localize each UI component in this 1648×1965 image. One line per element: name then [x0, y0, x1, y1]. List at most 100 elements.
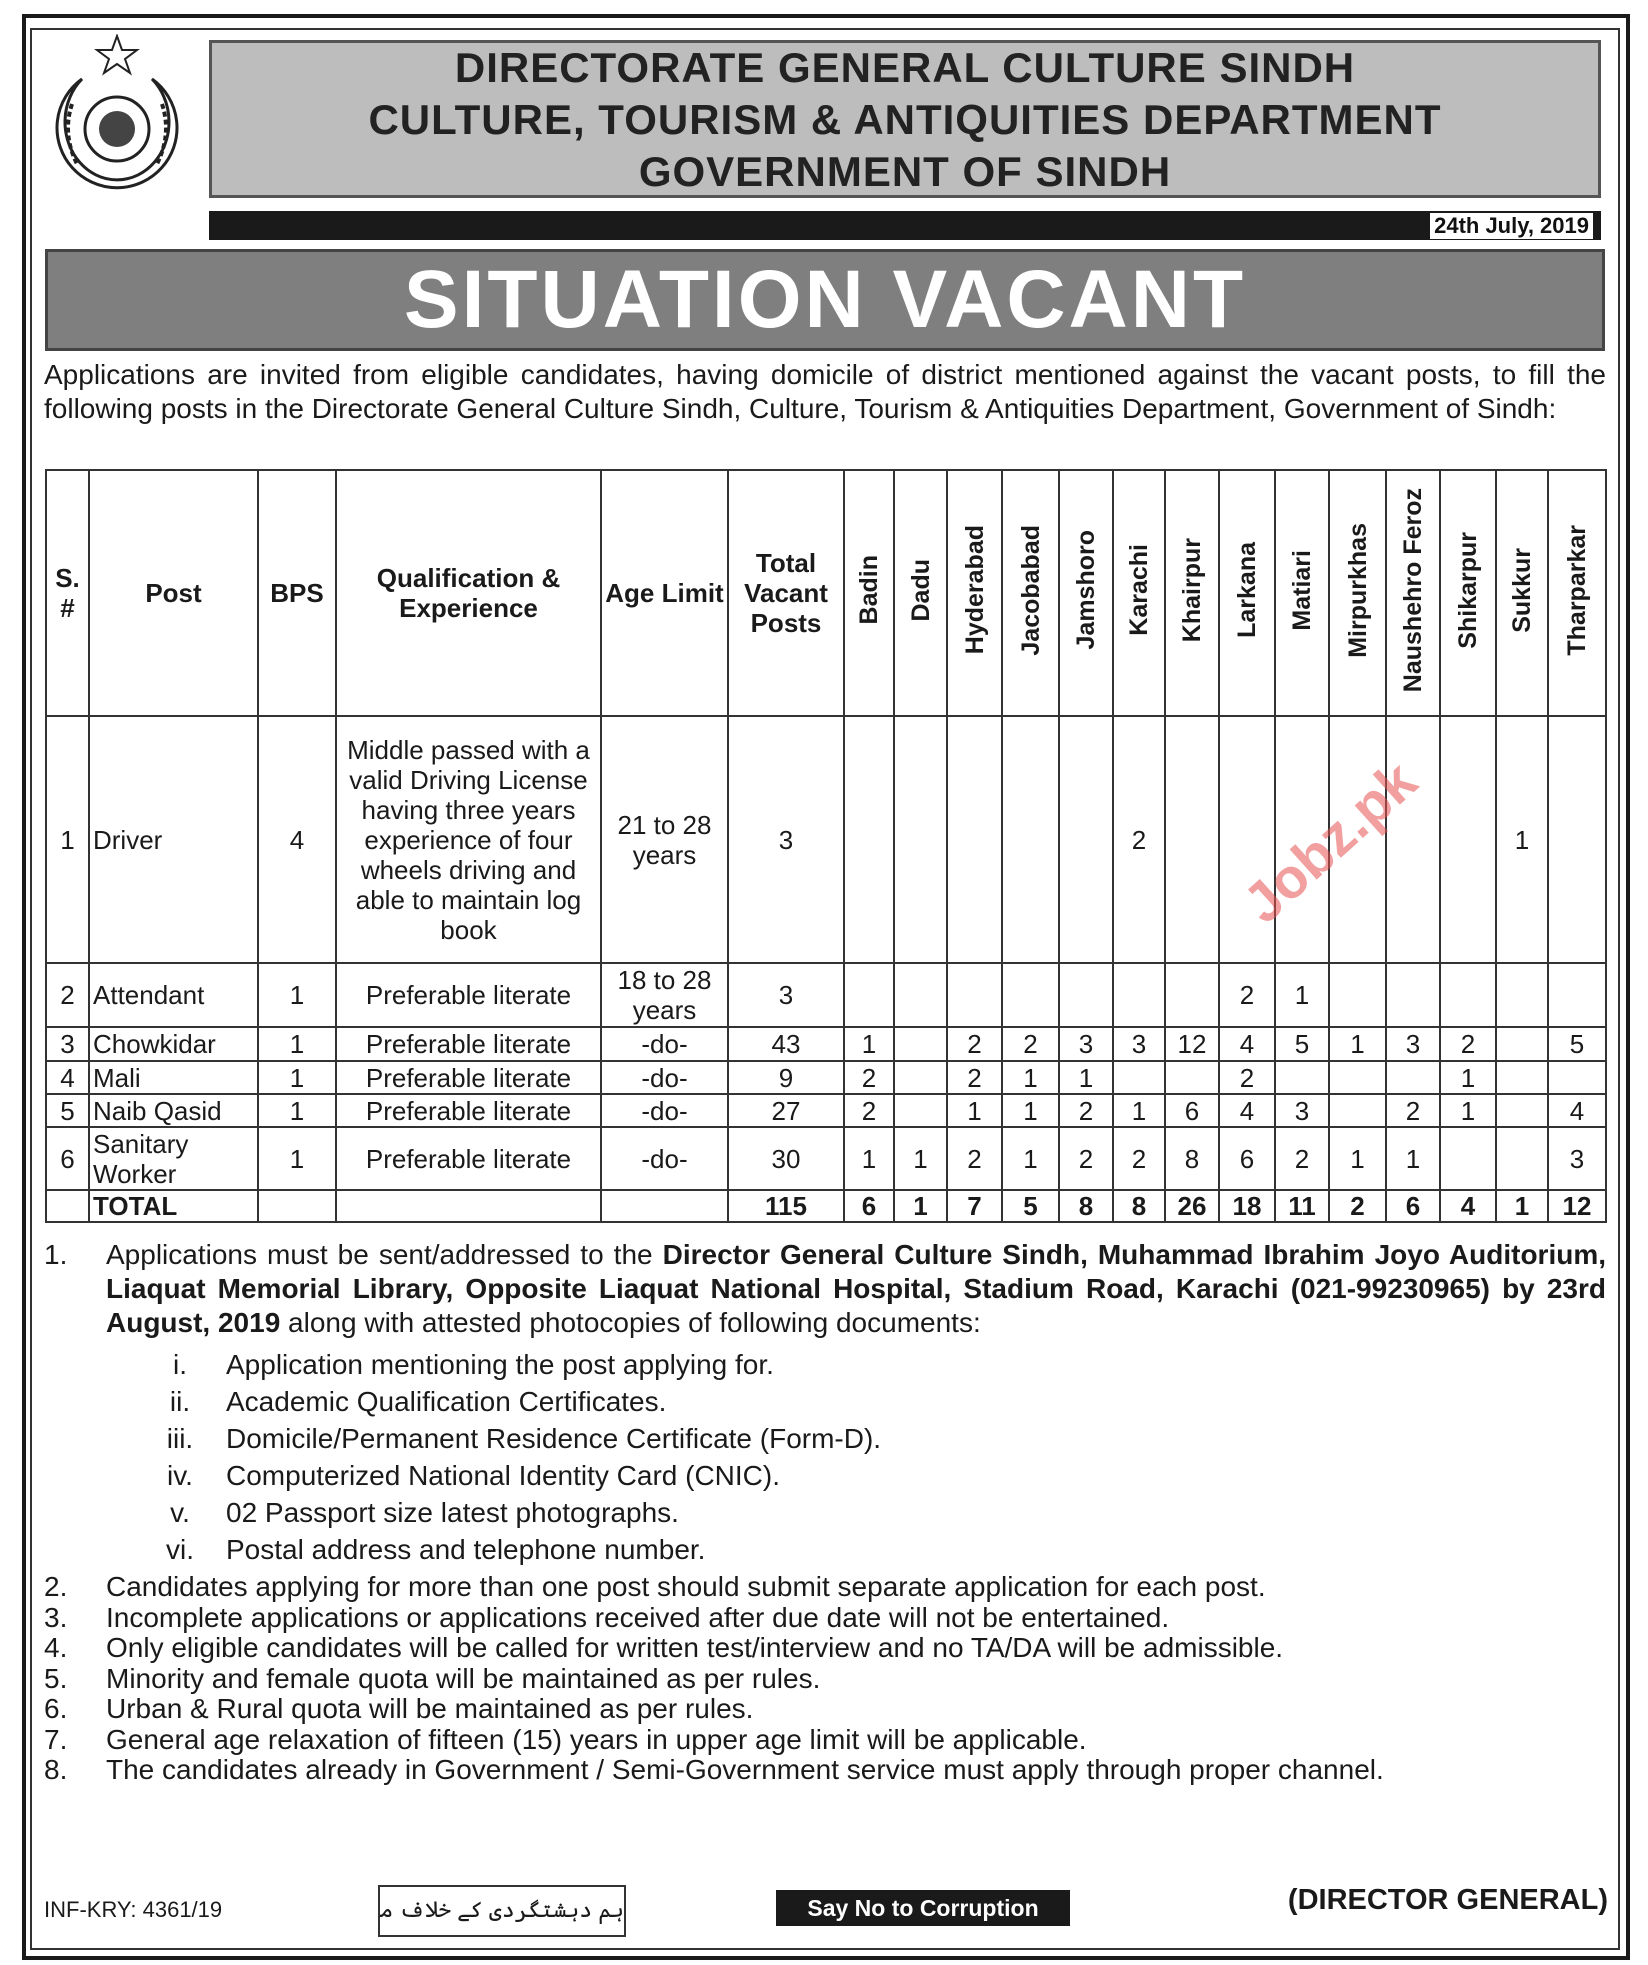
empty-cell [45, 1189, 90, 1223]
district-count: 1 [1385, 1126, 1441, 1191]
district-count [1439, 962, 1497, 1028]
district-count [1328, 715, 1387, 964]
urdu-slogan: ہم دہشتگردی کے خلاف متحد ہیں [378, 1885, 626, 1937]
document-item: i. Application mentioning the post applyi… [134, 1346, 1606, 1383]
table-row: 2 Attendant 1 Preferable literate 18 to 28 y… [45, 962, 1607, 1028]
district-count [1495, 1060, 1549, 1095]
district-count [1328, 962, 1387, 1028]
district-count [893, 1060, 948, 1095]
district-count: 1 [1274, 962, 1330, 1028]
district-name: Larkana [1233, 542, 1261, 638]
district-count [1495, 1093, 1549, 1128]
note-item: 8. The candidates already in Government /… [44, 1754, 1606, 1786]
post-name: Naib Qasid [88, 1093, 259, 1128]
district-header: Badin [843, 469, 895, 717]
district-count [893, 1026, 948, 1062]
sindh-emblem-icon [55, 34, 179, 190]
district-count: 5 [1274, 1026, 1330, 1062]
table-row: 5 Naib Qasid 1 Preferable literate -do- 27 2 1 1… [45, 1093, 1607, 1128]
column-header: Total Vacant Posts [727, 469, 845, 717]
district-total: 18 [1218, 1189, 1276, 1223]
district-total: 26 [1164, 1189, 1220, 1223]
district-count [1058, 715, 1114, 964]
district-total: 12 [1547, 1189, 1607, 1223]
item-text: Academic Qualification Certificates. [226, 1386, 667, 1417]
district-count [1001, 715, 1060, 964]
post-name: Chowkidar [88, 1026, 259, 1062]
district-count [1439, 715, 1497, 964]
table-row: 3 Chowkidar 1 Preferable literate -do- 43 1 2 2 3… [45, 1026, 1607, 1062]
district-count [1495, 1026, 1549, 1062]
district-count: 4 [1547, 1093, 1607, 1128]
district-header: Dadu [893, 469, 948, 717]
document-item: iv. Computerized National Identity Card (… [134, 1457, 1606, 1494]
district-name: Jamshoro [1072, 530, 1100, 650]
district-header: Karachi [1112, 469, 1166, 717]
district-header: Mirpurkhas [1328, 469, 1387, 717]
district-count: 1 [1328, 1126, 1387, 1191]
district-count: 2 [1112, 715, 1166, 964]
district-count: 3 [1547, 1126, 1607, 1191]
district-name: Mirpurkhas [1343, 522, 1372, 658]
district-count: 5 [1547, 1026, 1607, 1062]
age-limit: -do- [600, 1093, 729, 1128]
district-count: 2 [1058, 1126, 1114, 1191]
district-count: 1 [1495, 715, 1549, 964]
district-count: 6 [1218, 1126, 1276, 1191]
district-count: 1 [893, 1126, 948, 1191]
note-item: 4. Only eligible candidates will be calle… [44, 1632, 1606, 1664]
district-count: 2 [843, 1093, 895, 1128]
district-header: Tharparkar [1547, 469, 1607, 717]
column-header: S. # [45, 469, 90, 717]
district-total: 1 [893, 1189, 948, 1223]
district-count: 1 [1328, 1026, 1387, 1062]
district-count: 1 [1001, 1126, 1060, 1191]
district-name: Dadu [906, 558, 935, 622]
anti-corruption-slogan: Say No to Corruption [776, 1890, 1070, 1926]
department-header: DIRECTORATE GENERAL CULTURE SINDH CULTUR… [209, 40, 1601, 198]
district-name: Shikarpur [1454, 531, 1482, 649]
post-name: Attendant [88, 962, 259, 1028]
instructions: 1. Applications must be sent/addressed t… [44, 1238, 1606, 1786]
district-count [1385, 715, 1441, 964]
district-count [1547, 962, 1607, 1028]
district-count: 2 [946, 1060, 1003, 1095]
district-count: 2 [1112, 1126, 1166, 1191]
district-count [1328, 1060, 1387, 1095]
district-count [1385, 1060, 1441, 1095]
table-header-row: S. # Post BPS Qualification & Experience Age… [45, 469, 1607, 717]
title-banner: SITUATION VACANT [45, 249, 1605, 351]
total-posts: 3 [727, 715, 845, 964]
note-text: Incomplete applications or applications … [106, 1601, 1170, 1633]
district-count: 1 [843, 1026, 895, 1062]
bps: 1 [257, 1026, 337, 1062]
note-text: The candidates already in Government / S… [106, 1754, 1384, 1785]
age-limit: 21 to 28 years [600, 715, 729, 964]
note-item: 2. Candidates applying for more than one … [44, 1571, 1606, 1603]
district-count [1547, 715, 1607, 964]
district-count: 2 [1218, 962, 1276, 1028]
item-number: iv. [167, 1460, 193, 1491]
district-total: 6 [843, 1189, 895, 1223]
total-row: TOTAL 115 6 1 7 5 8 8 26 18 11 2 6 4 1 12 [45, 1189, 1607, 1223]
district-count [1001, 962, 1060, 1028]
note-number: 5. [44, 1662, 68, 1694]
vacancy-table: S. # Post BPS Qualification & Experience Age… [45, 469, 1607, 1223]
grand-total: 115 [727, 1189, 845, 1223]
item-text: Computerized National Identity Card (CNI… [226, 1460, 780, 1491]
district-count: 4 [1218, 1093, 1276, 1128]
district-total: 8 [1058, 1189, 1114, 1223]
post-name: Sanitary Worker [88, 1126, 259, 1191]
bps: 1 [257, 1093, 337, 1128]
bps: 1 [257, 1060, 337, 1095]
note-item: 5. Minority and female quota will be main… [44, 1662, 1606, 1695]
district-count [843, 962, 895, 1028]
post-name: Mali [88, 1060, 259, 1095]
signatory: (DIRECTOR GENERAL) [1287, 1884, 1608, 1916]
header-line-3: GOVERNMENT OF SINDH [638, 148, 1172, 195]
item-text: Domicile/Permanent Residence Certificate… [226, 1423, 882, 1454]
district-count: 2 [946, 1126, 1003, 1191]
column-header: Qualification & Experience [335, 469, 602, 717]
district-count [1495, 1126, 1549, 1191]
district-count [893, 962, 948, 1028]
